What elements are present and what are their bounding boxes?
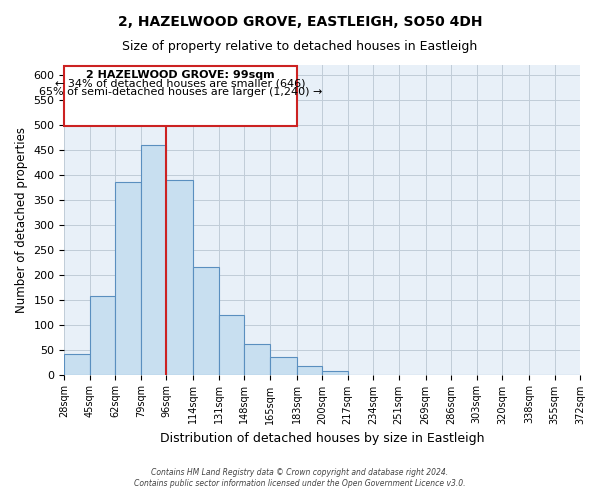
Bar bbox=[90, 296, 115, 374]
Text: 65% of semi-detached houses are larger (1,240) →: 65% of semi-detached houses are larger (… bbox=[39, 87, 322, 97]
Bar bbox=[297, 366, 322, 374]
Bar bbox=[322, 370, 347, 374]
Y-axis label: Number of detached properties: Number of detached properties bbox=[15, 127, 28, 313]
Bar bbox=[270, 357, 297, 374]
Text: ← 34% of detached houses are smaller (646): ← 34% of detached houses are smaller (64… bbox=[55, 78, 306, 88]
Bar bbox=[64, 354, 90, 374]
Bar bbox=[166, 180, 193, 374]
X-axis label: Distribution of detached houses by size in Eastleigh: Distribution of detached houses by size … bbox=[160, 432, 484, 445]
Text: Contains HM Land Registry data © Crown copyright and database right 2024.
Contai: Contains HM Land Registry data © Crown c… bbox=[134, 468, 466, 487]
Text: 2, HAZELWOOD GROVE, EASTLEIGH, SO50 4DH: 2, HAZELWOOD GROVE, EASTLEIGH, SO50 4DH bbox=[118, 15, 482, 29]
Bar bbox=[193, 267, 219, 374]
Bar bbox=[244, 344, 270, 374]
Bar bbox=[219, 314, 244, 374]
Bar bbox=[141, 145, 166, 374]
Bar bbox=[115, 182, 141, 374]
Text: 2 HAZELWOOD GROVE: 99sqm: 2 HAZELWOOD GROVE: 99sqm bbox=[86, 70, 275, 80]
FancyBboxPatch shape bbox=[64, 66, 297, 126]
Text: Size of property relative to detached houses in Eastleigh: Size of property relative to detached ho… bbox=[122, 40, 478, 53]
